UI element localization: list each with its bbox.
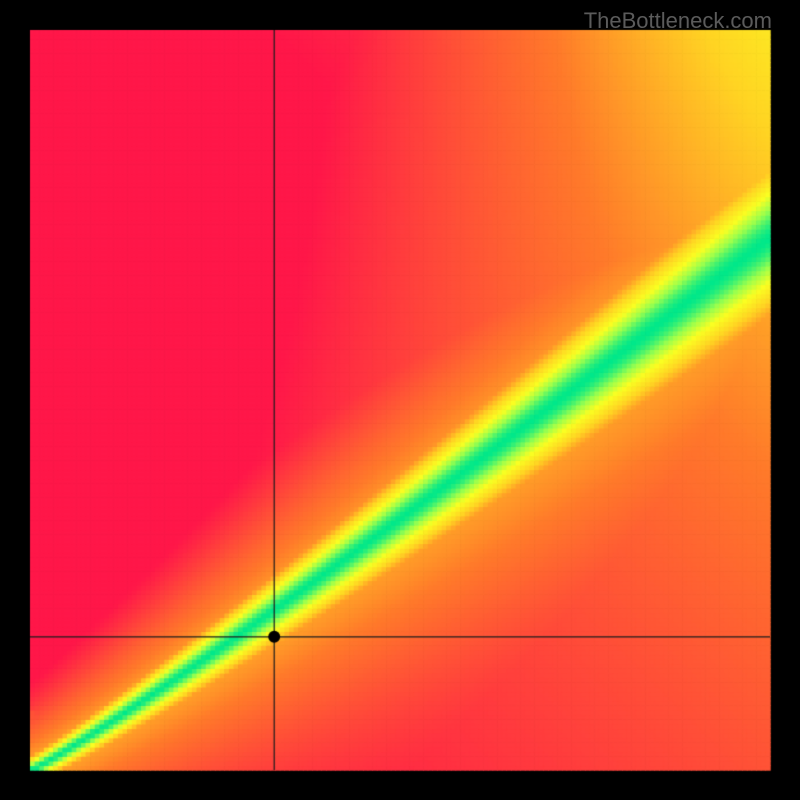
heatmap-canvas bbox=[0, 0, 800, 800]
chart-container: TheBottleneck.com bbox=[0, 0, 800, 800]
source-watermark: TheBottleneck.com bbox=[584, 8, 772, 34]
